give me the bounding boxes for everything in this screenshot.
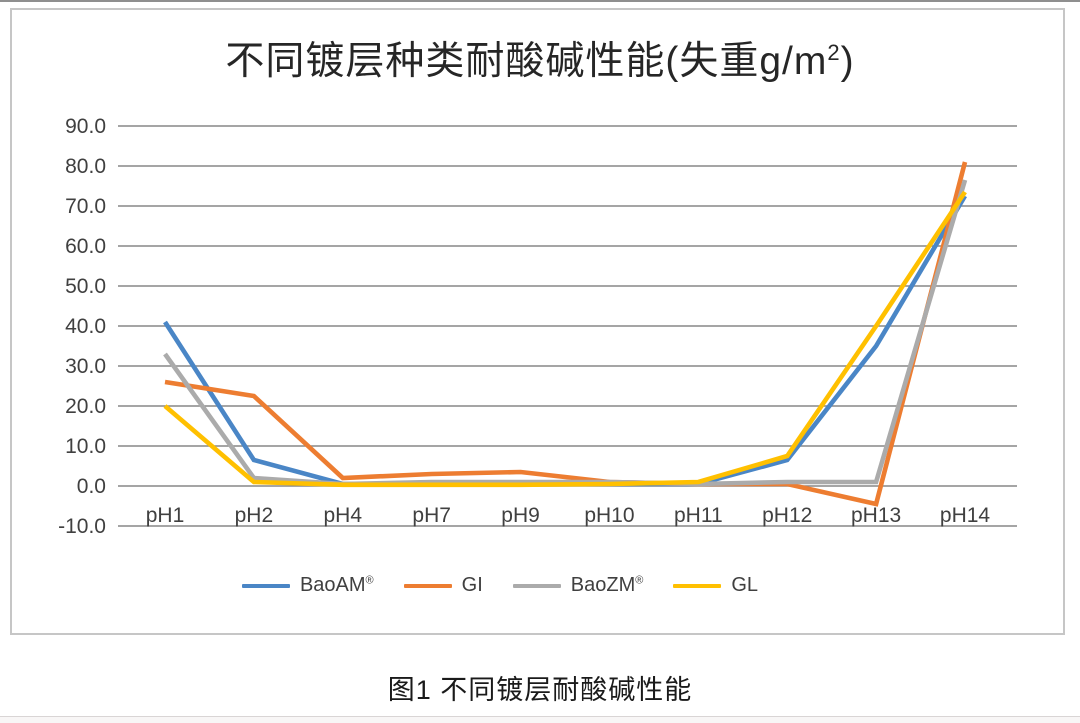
y-axis-tick-label: -10.0	[58, 515, 106, 538]
series-line-BaoZM	[163, 179, 968, 487]
bottom-divider	[0, 716, 1080, 717]
y-axis-tick-label: 60.0	[65, 235, 106, 258]
x-axis-tick-label: pH4	[324, 504, 363, 527]
legend-swatch-GI	[403, 583, 452, 588]
legend-label-mark: ®	[635, 574, 644, 587]
chart-title-main: 不同镀层种类耐酸碱性能(失重g/m	[225, 40, 828, 83]
legend-item-BaoZM: BaoZM®	[512, 574, 644, 597]
x-axis-tick-label: pH2	[235, 504, 274, 527]
top-edge-divider	[0, 0, 1080, 2]
legend-swatch-BaoAM	[241, 583, 290, 588]
legend-item-BaoAM: BaoAM®	[241, 574, 374, 597]
legend-label-GL: GL	[731, 574, 759, 596]
chart-title-superscript: 2	[827, 40, 841, 65]
chart-title-close: )	[840, 40, 855, 83]
series-line-BaoAM	[163, 194, 967, 487]
y-axis-tick-label: 0.0	[77, 475, 106, 498]
y-axis-tick-label: 40.0	[65, 315, 106, 338]
y-axis-tick-label: 20.0	[65, 395, 106, 418]
chart-legend: BaoAM® GI BaoZM® GL	[0, 574, 1000, 597]
legend-swatch-GL	[673, 583, 722, 588]
x-axis-tick-label: pH13	[851, 504, 901, 527]
x-axis-tick-label: pH11	[674, 504, 723, 527]
y-axis-tick-label: 90.0	[65, 115, 106, 138]
y-axis-tick-label: 70.0	[65, 195, 106, 218]
legend-label-GI: GI	[461, 574, 483, 596]
next-image-edge	[0, 717, 1080, 723]
legend-swatch-BaoZM	[512, 583, 561, 588]
chart-title: 不同镀层种类耐酸碱性能(失重g/m2)	[0, 30, 1080, 86]
figure-caption: 图1 不同镀层耐酸碱性能	[387, 675, 693, 705]
x-axis-tick-label: pH10	[584, 504, 634, 527]
y-axis-tick-label: 30.0	[65, 355, 106, 378]
legend-item-GI: GI	[403, 574, 483, 597]
legend-item-GL: GL	[673, 574, 758, 597]
x-axis-tick-label: pH12	[762, 504, 812, 527]
x-axis-tick-label: pH1	[146, 504, 185, 527]
y-axis-tick-label: 50.0	[65, 275, 106, 298]
x-axis-tick-label: pH9	[501, 504, 540, 527]
y-axis-tick-label: 80.0	[65, 155, 106, 178]
series-line-GL	[163, 190, 967, 488]
legend-label-mark: ®	[365, 574, 374, 587]
x-axis-tick-label: pH7	[412, 504, 451, 527]
y-axis-tick-label: 10.0	[65, 435, 106, 458]
legend-label-BaoZM: BaoZM®	[570, 574, 644, 596]
legend-label-BaoAM: BaoAM®	[299, 574, 374, 596]
series-line-GI	[164, 161, 968, 507]
x-axis-tick-label: pH14	[940, 504, 991, 527]
